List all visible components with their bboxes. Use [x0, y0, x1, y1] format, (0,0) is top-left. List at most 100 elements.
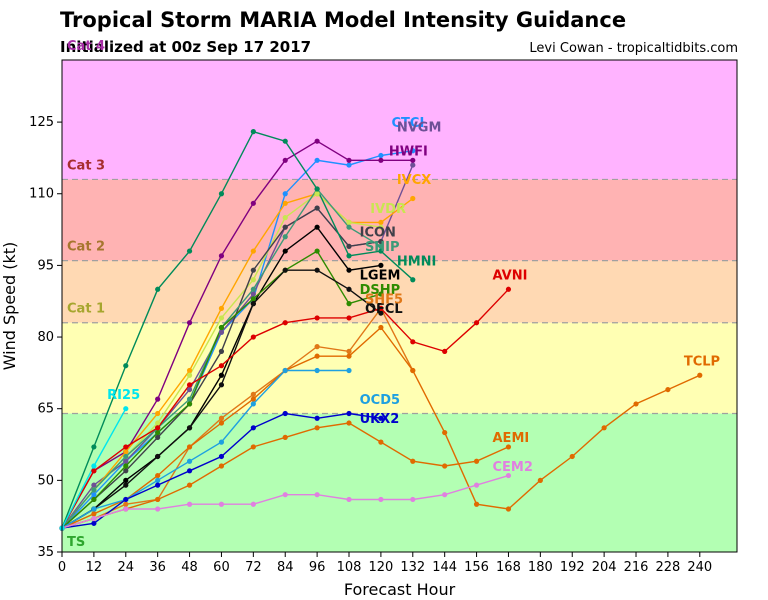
- label-ukx2: UKX2: [360, 412, 400, 427]
- point-nvgm-72: [250, 291, 256, 297]
- plot-frame: [61, 59, 738, 553]
- point-hwfi-132: [410, 157, 416, 163]
- chart-credit: Levi Cowan - tropicaltidbits.com: [529, 41, 738, 56]
- point-ukx2-108: [346, 410, 352, 417]
- point-tclp-48: [186, 444, 193, 450]
- point-avni-36: [155, 425, 161, 431]
- point-icon-96: [314, 205, 320, 211]
- point-ctci-108: [346, 162, 352, 168]
- point-hmni-72: [250, 129, 256, 135]
- point-hwfi-120: [378, 157, 384, 163]
- point-ivdr-60: [218, 315, 225, 321]
- point-tclp-228: [665, 386, 671, 393]
- point-ocd5-12: [91, 506, 97, 512]
- point-ivcx-36: [155, 410, 161, 417]
- point-ivdr-72: [250, 277, 256, 283]
- point-cem2-108: [346, 496, 352, 503]
- point-cem2-156: [473, 482, 480, 488]
- x-axis-ticks: 0 12 24 36 48 60 72 84 96 108 120 132 144 156 168 180 19…: [58, 552, 712, 575]
- point-ivdr-84: [282, 215, 288, 221]
- point-aemi-72: [250, 444, 256, 450]
- point-ship-24: [123, 453, 129, 460]
- band-label-ts: TS: [67, 535, 85, 550]
- point-avni-144: [442, 348, 448, 354]
- point-ctci-84: [282, 191, 288, 197]
- point-ri25-24: [123, 406, 129, 412]
- x-tick-label: 96: [309, 560, 326, 575]
- band-cat-3: [62, 179, 737, 261]
- point-ship-108: [346, 224, 352, 230]
- point-cem2-84: [282, 492, 288, 498]
- point-tclp-204: [601, 425, 607, 431]
- x-tick-label: 84: [277, 560, 294, 575]
- point-dshp-48: [186, 401, 193, 407]
- band-label-cat-2: Cat 2: [67, 240, 105, 255]
- point-avni-168: [505, 286, 512, 292]
- point-cem2-12: [91, 515, 97, 522]
- point-hmni-48: [186, 248, 193, 254]
- series-line-hwfi: [61, 140, 413, 529]
- x-tick-label: 216: [624, 560, 649, 575]
- point-ukx2-72: [250, 425, 256, 431]
- point-aemi-132: [410, 458, 416, 464]
- point-ship-48: [186, 396, 193, 402]
- label-aemi: AEMI: [493, 431, 530, 446]
- point-dshp-12: [91, 496, 97, 503]
- point-ukx2-60: [218, 453, 225, 460]
- point-ofcl-60: [218, 382, 225, 388]
- point-hmni-36: [155, 286, 161, 292]
- point-ivcx-60: [218, 305, 225, 311]
- label-ivcx: IVCX: [397, 173, 431, 188]
- point-ocd5-60: [218, 439, 225, 445]
- band-cat-2: [62, 260, 737, 323]
- point-shf5-108: [346, 348, 352, 354]
- point-hmni-24: [123, 363, 129, 369]
- x-tick-label: 24: [118, 560, 135, 575]
- y-tick-label: 95: [37, 258, 54, 273]
- x-tick-label: 228: [655, 560, 680, 575]
- point-nvgm-48: [186, 386, 193, 393]
- point-ctci-120: [378, 152, 384, 159]
- point-ukx2-36: [155, 482, 161, 488]
- y-axis-label: Wind Speed (kt): [0, 242, 19, 371]
- label-ship: SHIP: [365, 240, 400, 255]
- label-nvgm: NVGM: [397, 121, 442, 136]
- point-aemi-156: [473, 458, 480, 464]
- y-tick-label: 80: [37, 330, 54, 345]
- point-shf5-60: [218, 415, 225, 421]
- x-tick-label: 48: [181, 560, 198, 575]
- point-dshp-96: [314, 248, 320, 254]
- point-ocd5-72: [250, 401, 256, 407]
- series-line-ivcx: [61, 192, 414, 529]
- point-hmni-96: [314, 186, 320, 192]
- point-tclp-156: [473, 501, 480, 507]
- label-ctci: CTCI: [392, 116, 425, 131]
- point-ctci-96: [314, 157, 320, 163]
- band-label-cat-1: Cat 1: [67, 302, 105, 317]
- point-icon-84: [282, 224, 288, 230]
- point-cem2-120: [378, 496, 384, 503]
- point-cem2-144: [442, 492, 448, 498]
- point-ctci-132: [410, 148, 416, 154]
- label-ofcl: OFCL: [365, 302, 403, 317]
- point-ofcl-24: [123, 482, 129, 488]
- x-tick-label: 0: [58, 560, 66, 575]
- point-hmni-108: [346, 253, 352, 259]
- point-dshp-108: [346, 301, 352, 307]
- point-cem2-72: [250, 501, 256, 507]
- point-nvgm-60: [218, 329, 225, 335]
- point-avni-120: [378, 305, 384, 311]
- x-tick-label: 132: [400, 560, 425, 575]
- point-dshp-24: [123, 463, 129, 469]
- point-tclp-216: [633, 401, 639, 407]
- point-cem2-36: [155, 506, 161, 512]
- point-nvgm-132: [410, 162, 416, 168]
- point-ivcx-84: [282, 200, 288, 206]
- point-ivdr-108: [346, 219, 352, 226]
- point-avni-60: [218, 363, 225, 369]
- point-ocd5-48: [186, 458, 193, 464]
- point-cem2-168: [505, 472, 512, 479]
- point-ofcl-72: [250, 301, 256, 307]
- point-tclp-180: [537, 477, 543, 483]
- label-avni: AVNI: [493, 269, 528, 284]
